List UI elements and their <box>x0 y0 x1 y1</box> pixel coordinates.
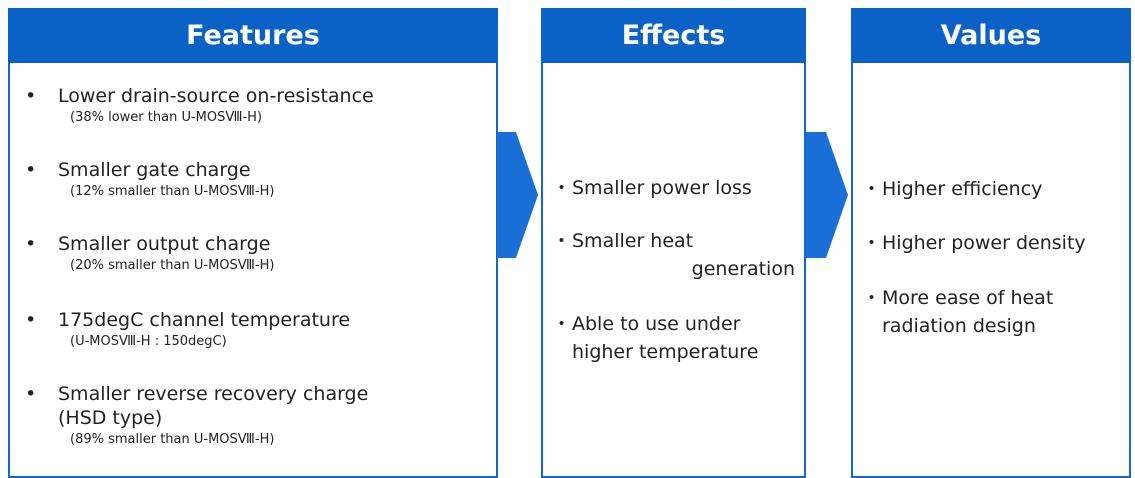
item-text: 175degC channel temperature <box>58 309 351 331</box>
bullet: • <box>25 309 37 331</box>
arrow <box>806 132 848 258</box>
bullet: ・ <box>862 232 882 254</box>
bullet: ・ <box>552 177 572 199</box>
bullet: ・ <box>862 287 882 309</box>
item-note: (38% lower than U-MOSⅧ-H) <box>70 110 263 125</box>
header: Features <box>8 8 498 63</box>
item-text: Lower drain-source on-resistance <box>58 85 374 107</box>
item-text: Smaller reverse recovery charge <box>58 383 369 405</box>
item-note: (89% smaller than U-MOSⅧ-H) <box>70 432 275 447</box>
bullet: ・ <box>552 313 572 335</box>
item-text: Smaller heat <box>572 230 694 252</box>
item-note: (20% smaller than U-MOSⅧ-H) <box>70 258 275 273</box>
header: Effects <box>541 8 806 63</box>
bullet: ・ <box>862 178 882 200</box>
arrow <box>497 132 538 258</box>
item-text: Smaller power loss <box>572 177 752 199</box>
item-text: Smaller output charge <box>58 233 271 255</box>
item-text: Smaller gate charge <box>58 159 251 181</box>
item-text: (HSD type) <box>58 407 163 429</box>
item-text: radiation design <box>882 315 1036 337</box>
bullet: ・ <box>552 230 572 252</box>
item-text: Higher power density <box>882 232 1086 254</box>
bullet: • <box>25 85 37 107</box>
item-note: (U-MOSⅧ-H : 150degC) <box>70 334 227 349</box>
item-text: Able to use under <box>572 313 741 335</box>
bullet: • <box>25 233 37 255</box>
item-text: More ease of heat <box>882 287 1054 309</box>
item-text: Higher efficiency <box>882 178 1043 200</box>
bullet: • <box>25 159 37 181</box>
bullet: • <box>25 383 37 405</box>
item-text: higher temperature <box>572 341 759 363</box>
header: Values <box>851 8 1131 63</box>
item-text: generation <box>691 258 795 280</box>
item-note: (12% smaller than U-MOSⅧ-H) <box>70 184 275 199</box>
